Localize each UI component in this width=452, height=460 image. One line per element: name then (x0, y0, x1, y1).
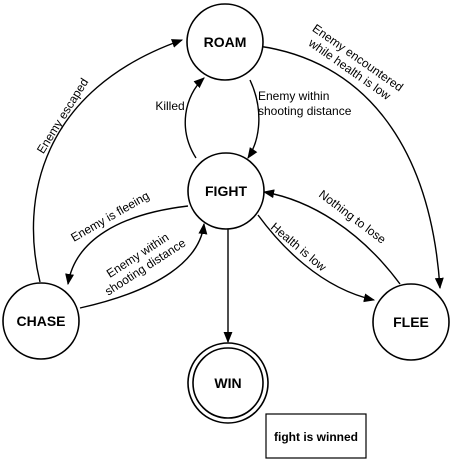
edge-chase-to-fight (79, 222, 208, 309)
state-chase-label: CHASE (16, 313, 65, 329)
state-fight-circle (187, 152, 265, 230)
note-box (265, 413, 367, 459)
state-roam: ROAM (186, 3, 264, 81)
note-text: fight is winned (274, 430, 358, 444)
state-flee-circle (372, 283, 450, 361)
state-flee-label: FLEE (393, 314, 429, 330)
note: fight is winned (265, 413, 367, 459)
state-roam-circle (186, 3, 264, 81)
state-roam-label: ROAM (204, 34, 247, 50)
edge-fight-to-flee (257, 214, 376, 303)
state-fight-label: FIGHT (205, 183, 247, 199)
edges (32, 39, 444, 344)
edge-fight-to-roam (184, 77, 205, 159)
states: ROAM FIGHT CHASE FLEE WIN (2, 3, 450, 424)
label-roam-to-fight-line2: shooting distance (258, 104, 352, 118)
state-win-label: WIN (214, 375, 241, 391)
state-win: WIN (187, 342, 269, 424)
edge-roam-to-fight (247, 79, 260, 159)
state-fight: FIGHT (187, 152, 265, 230)
label-chase-to-roam: Enemy escaped (34, 76, 91, 156)
edge-roam-to-flee (257, 45, 444, 290)
state-win-inner-circle (192, 347, 264, 419)
state-flee: FLEE (372, 283, 450, 361)
state-chase-circle (2, 282, 80, 360)
edge-flee-to-fight (262, 189, 401, 285)
label-roam-to-fight-line1: Enemy within (258, 89, 329, 103)
state-chase: CHASE (2, 282, 80, 360)
edge-chase-to-roam (32, 39, 184, 283)
edge-fight-to-chase (65, 205, 189, 286)
edge-labels: Enemy escaped Enemy encountered while he… (34, 21, 406, 298)
label-fight-to-flee: Health is low (268, 220, 329, 275)
label-fight-to-roam: Killed (155, 99, 184, 113)
